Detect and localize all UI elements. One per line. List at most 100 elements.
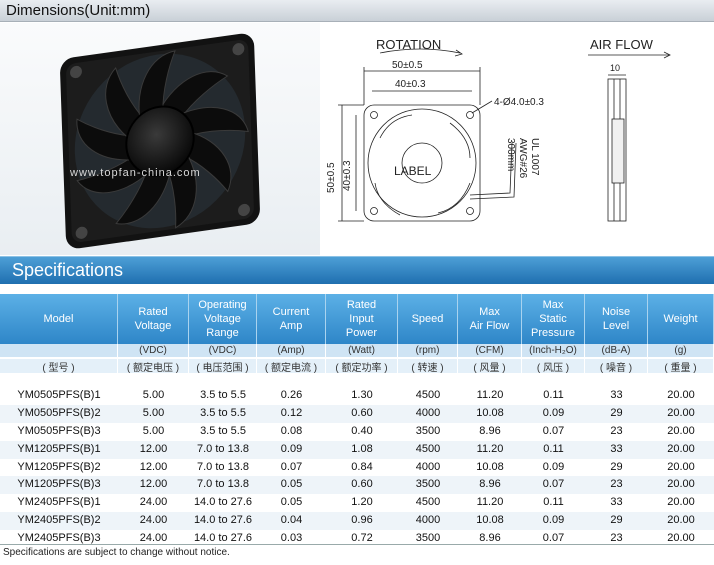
table-cell: 0.08 <box>280 424 303 437</box>
table-cell: 5.00 <box>142 389 165 401</box>
column-unit: (dB-A) <box>585 344 648 357</box>
table-cell: 10.08 <box>476 460 504 473</box>
table-header: Model( 型号 ) Rated Voltage (VDC)( 额定电压 ) Oper… <box>0 286 714 382</box>
column-header: Noise Level <box>585 294 648 344</box>
table-cell: 4000 <box>415 514 441 527</box>
table-cell: 0.05 <box>280 496 303 509</box>
dimensions-panel: www.topfan-china.com ROTATION 50±0.5 40±… <box>0 23 714 255</box>
table-cell: 0.07 <box>280 460 303 473</box>
table-cell: 0.84 <box>351 460 373 473</box>
table-cell: 8.96 <box>479 424 501 437</box>
table-row: YM0505PFS(B)2 5.00 3.5 to 5.5 0.12 0.60 4000 1… <box>0 404 714 423</box>
table-row: YM1205PFS(B)3 12.00 7.0 to 13.8 0.05 0.60 350… <box>0 476 714 495</box>
table-cell: 24.00 <box>139 532 168 545</box>
table-cell: YM2405PFS(B)3 <box>17 532 101 545</box>
dim-holes: 4-Ø4.0±0.3 <box>494 97 544 108</box>
column-header: Max Static Pressure <box>522 294 585 344</box>
table-cell: 0.04 <box>280 514 303 527</box>
column-header: Operating Voltage Range <box>189 294 257 344</box>
column-unit <box>0 344 118 357</box>
divider <box>0 544 714 545</box>
table-cell: 3.5 to 5.5 <box>200 389 246 401</box>
table-cell: 33 <box>610 496 623 509</box>
column-cn-label: ( 风量 ) <box>458 359 522 374</box>
table-cell: 5.00 <box>142 424 165 437</box>
column-header: Model <box>0 294 118 344</box>
table-cell: YM2405PFS(B)2 <box>17 514 101 527</box>
column-cn-label: ( 转速 ) <box>398 359 458 374</box>
table-cell: 1.08 <box>351 442 373 455</box>
table-cell: 0.09 <box>542 514 565 527</box>
specifications-title: Specifications <box>12 260 124 280</box>
table-cell: 20.00 <box>667 442 695 455</box>
fan-photo: www.topfan-china.com <box>0 23 320 255</box>
table-cell: 12.00 <box>139 478 168 491</box>
table-cell: 0.07 <box>542 478 565 491</box>
table-cell: 4500 <box>415 442 441 455</box>
table-cell: YM1205PFS(B)3 <box>17 478 101 491</box>
table-cell: 0.40 <box>351 424 373 437</box>
table-row: YM0505PFS(B)1 5.00 3.5 to 5.5 0.26 1.30 4500 1… <box>0 387 714 405</box>
table-cell: 1.30 <box>351 389 373 401</box>
column-unit: (VDC) <box>189 344 257 357</box>
table-cell: 11.20 <box>476 496 504 509</box>
dim-outer: 50±0.5 <box>392 60 423 71</box>
table-cell: YM2405PFS(B)1 <box>17 496 101 509</box>
watermark: www.topfan-china.com <box>69 167 201 179</box>
table-cell: 0.72 <box>351 532 373 545</box>
table-cell: 3500 <box>415 478 441 491</box>
table-cell: 4000 <box>415 460 441 473</box>
table-cell: 4000 <box>415 406 441 419</box>
table-row: YM1205PFS(B)2 12.00 7.0 to 13.8 0.07 0.84 400… <box>0 459 714 477</box>
column-unit: (Amp) <box>257 344 326 357</box>
column-unit: (CFM) <box>458 344 522 357</box>
table-cell: 10.08 <box>476 406 504 419</box>
dim-side-inner: 40±0.3 <box>342 160 353 191</box>
column-unit: (VDC) <box>118 344 189 357</box>
table-cell: 0.05 <box>280 478 303 491</box>
rotation-label: ROTATION <box>376 37 441 52</box>
table-cell: 20.00 <box>667 406 695 419</box>
table-cell: 7.0 to 13.8 <box>197 460 249 473</box>
table-cell: 33 <box>610 442 623 455</box>
table-cell: 0.09 <box>542 460 565 473</box>
table-cell: 0.60 <box>351 478 373 491</box>
spec-table-body: YM0505PFS(B)1 5.00 3.5 to 5.5 0.26 1.30 4500 1… <box>0 387 714 548</box>
table-cell: 0.07 <box>542 532 565 545</box>
table-cell: 24.00 <box>139 514 168 527</box>
table-cell: 0.09 <box>280 442 303 455</box>
column-header: Weight <box>648 294 714 344</box>
column-header: Rated Voltage <box>118 294 189 344</box>
table-cell: 11.20 <box>476 389 504 401</box>
table-cell: 14.0 to 27.6 <box>193 532 253 545</box>
column-cn-label: ( 噪音 ) <box>585 359 648 374</box>
dimension-drawing: ROTATION 50±0.5 40±0.3 LABEL 4-Ø4.0±0.3 … <box>326 37 671 222</box>
table-cell: 29 <box>610 514 623 527</box>
table-cell: 20.00 <box>667 389 695 401</box>
column-header: Speed <box>398 294 458 344</box>
table-row: YM2405PFS(B)3 24.00 14.0 to 27.6 0.03 0.72 35… <box>0 530 714 548</box>
table-cell: 29 <box>610 460 623 473</box>
fan-label: LABEL <box>394 164 432 178</box>
column-unit: (Inch-H₂O) <box>522 344 585 357</box>
column-cn-label: ( 额定功率 ) <box>326 359 398 374</box>
table-cell: 0.11 <box>543 389 564 401</box>
table-cell: 3500 <box>415 532 441 545</box>
table-cell: 24.00 <box>139 496 168 509</box>
column-header: Current Amp <box>257 294 326 344</box>
table-cell: 0.60 <box>351 406 373 419</box>
dim-inner: 40±0.3 <box>395 79 426 90</box>
table-cell: 12.00 <box>139 442 168 455</box>
wire-length: 300mm <box>505 138 516 171</box>
column-cn-label: ( 型号 ) <box>0 359 118 374</box>
wire-awg: AWG#26 <box>517 138 528 179</box>
table-cell: 10.08 <box>476 514 504 527</box>
table-row: YM2405PFS(B)1 24.00 14.0 to 27.6 0.05 1.20 45… <box>0 494 714 512</box>
fan-photo-icon: www.topfan-china.com <box>60 33 260 249</box>
column-cn-label: ( 重量 ) <box>648 359 714 374</box>
table-cell: 23 <box>610 424 623 437</box>
column-header: Rated Input Power <box>326 294 398 344</box>
table-cell: 4500 <box>415 496 441 509</box>
table-row: YM0505PFS(B)3 5.00 3.5 to 5.5 0.08 0.40 3500 8… <box>0 423 714 441</box>
column-cn-label: ( 额定电压 ) <box>118 359 189 374</box>
